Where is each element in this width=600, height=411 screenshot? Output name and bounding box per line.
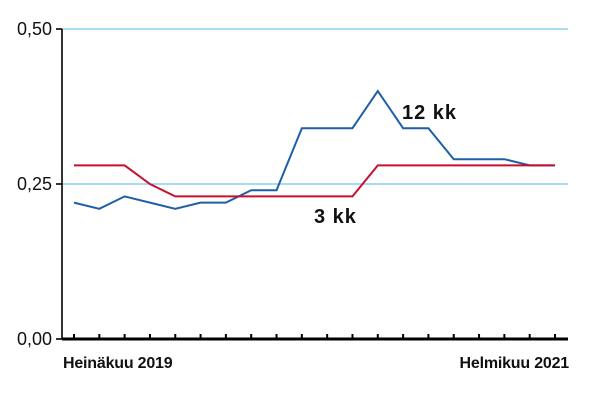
series-label-12-kk: 12 kk	[402, 102, 457, 124]
y-tick-label-2: 0,50	[17, 19, 52, 39]
series-label-3-kk: 3 kk	[314, 206, 357, 228]
x-axis-start-label: Heinäkuu 2019	[63, 355, 173, 372]
series-line-3-kk	[74, 164, 555, 198]
series-line-12-kk	[73, 89, 555, 210]
labels: 0,00 0,25 0,50 Heinäkuu 2019 Helmikuu 2021 12…	[17, 19, 570, 372]
y-tick-label-0: 0,00	[17, 329, 52, 349]
series-lines	[73, 89, 555, 210]
gridlines	[62, 28, 568, 185]
x-axis-end-label: Helmikuu 2021	[460, 355, 570, 372]
axes	[56, 28, 568, 341]
y-tick-label-1: 0,25	[17, 174, 52, 194]
